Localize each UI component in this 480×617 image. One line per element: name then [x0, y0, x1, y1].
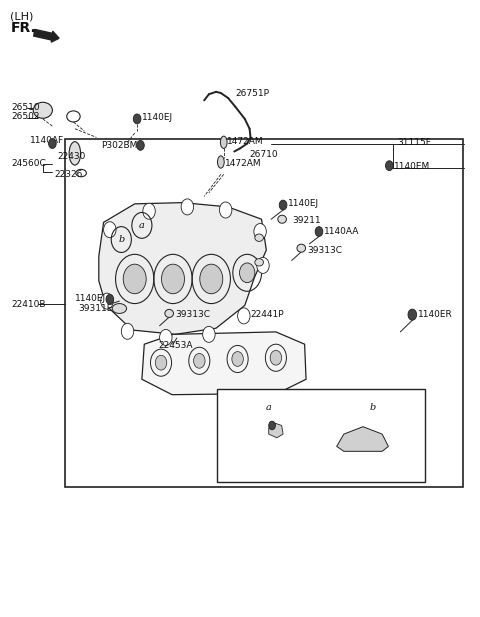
- Text: P302BM: P302BM: [101, 141, 138, 150]
- Ellipse shape: [255, 259, 264, 266]
- Circle shape: [254, 223, 266, 239]
- Text: 22410B: 22410B: [11, 300, 46, 308]
- Circle shape: [257, 257, 269, 273]
- Circle shape: [133, 114, 141, 124]
- FancyArrow shape: [34, 30, 59, 42]
- Text: 1140EJ: 1140EJ: [75, 294, 106, 302]
- Text: 22430: 22430: [57, 152, 85, 161]
- Circle shape: [219, 202, 232, 218]
- Text: 1140EJ: 1140EJ: [288, 199, 319, 209]
- Text: FR.: FR.: [10, 22, 36, 35]
- Circle shape: [156, 355, 167, 370]
- Polygon shape: [269, 423, 283, 438]
- Circle shape: [143, 203, 156, 219]
- Text: 24560C: 24560C: [11, 159, 46, 168]
- Polygon shape: [142, 332, 306, 395]
- Text: 1140EJ: 1140EJ: [142, 113, 173, 122]
- Circle shape: [203, 326, 215, 342]
- Text: 39313C: 39313C: [175, 310, 210, 319]
- Ellipse shape: [112, 304, 127, 313]
- Text: b: b: [370, 403, 376, 412]
- Ellipse shape: [297, 244, 306, 252]
- Text: 26710: 26710: [250, 150, 278, 159]
- Ellipse shape: [165, 309, 173, 317]
- Circle shape: [123, 264, 146, 294]
- Circle shape: [193, 354, 205, 368]
- Text: 26502: 26502: [11, 112, 40, 121]
- Bar: [65, 139, 463, 487]
- Text: b: b: [118, 235, 124, 244]
- Circle shape: [232, 352, 243, 366]
- Bar: [217, 389, 425, 482]
- Text: a: a: [139, 221, 145, 230]
- Circle shape: [104, 222, 116, 238]
- Text: 31115F: 31115F: [397, 138, 431, 147]
- Circle shape: [240, 263, 255, 283]
- Text: 1140EM: 1140EM: [394, 162, 431, 172]
- Circle shape: [121, 323, 134, 339]
- Circle shape: [106, 294, 114, 304]
- Text: 1140AF: 1140AF: [30, 136, 64, 145]
- Text: 39313C: 39313C: [307, 246, 342, 255]
- Text: 22326: 22326: [54, 170, 83, 179]
- Polygon shape: [336, 427, 388, 451]
- Circle shape: [238, 308, 250, 324]
- Ellipse shape: [220, 136, 227, 149]
- Text: 39311E: 39311E: [78, 304, 113, 313]
- Text: 26751P: 26751P: [235, 88, 269, 97]
- Polygon shape: [99, 202, 266, 334]
- Circle shape: [181, 199, 193, 215]
- Ellipse shape: [69, 142, 81, 165]
- Circle shape: [408, 309, 417, 320]
- Circle shape: [159, 329, 172, 346]
- Circle shape: [270, 350, 282, 365]
- Text: a: a: [266, 403, 272, 412]
- Text: 39211: 39211: [293, 216, 321, 225]
- Circle shape: [269, 421, 276, 430]
- Circle shape: [101, 293, 113, 309]
- Ellipse shape: [217, 156, 224, 168]
- Text: 1472AM: 1472AM: [227, 136, 264, 146]
- Circle shape: [385, 161, 393, 171]
- Text: 22453A: 22453A: [158, 341, 193, 350]
- Text: 1472AM: 1472AM: [225, 159, 261, 168]
- Text: 91991F: 91991F: [337, 454, 372, 463]
- Ellipse shape: [33, 102, 52, 118]
- Text: 22441P: 22441P: [251, 310, 284, 319]
- Circle shape: [315, 226, 323, 236]
- Circle shape: [137, 141, 144, 151]
- Circle shape: [200, 264, 223, 294]
- Text: (LH): (LH): [10, 11, 34, 21]
- Circle shape: [48, 139, 56, 149]
- Text: 1140ER: 1140ER: [418, 310, 453, 319]
- Text: 26510: 26510: [11, 103, 40, 112]
- Text: 1140EJ: 1140EJ: [228, 419, 259, 428]
- Ellipse shape: [278, 215, 287, 223]
- Text: 91991: 91991: [228, 442, 256, 451]
- Ellipse shape: [255, 234, 264, 241]
- Circle shape: [279, 200, 287, 210]
- Text: 1140AA: 1140AA: [324, 227, 360, 236]
- Circle shape: [161, 264, 184, 294]
